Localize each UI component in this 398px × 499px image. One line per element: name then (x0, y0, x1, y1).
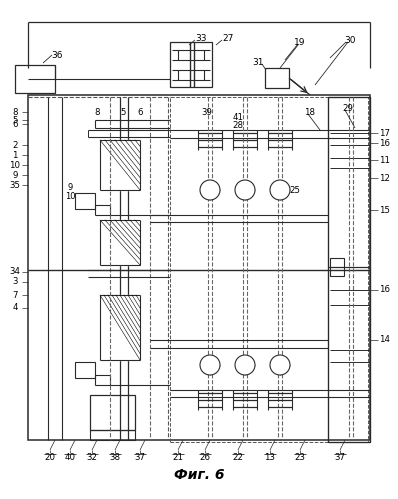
Bar (328, 97, 370, 442)
Text: 6: 6 (137, 107, 143, 116)
Text: 10: 10 (65, 192, 75, 201)
Bar (328, 267, 370, 442)
Text: 1: 1 (12, 151, 18, 160)
Text: 16: 16 (380, 285, 390, 294)
Text: 9: 9 (67, 183, 72, 192)
Text: 37: 37 (334, 454, 345, 463)
Bar (170, 42, 212, 87)
Text: 36: 36 (51, 50, 63, 59)
Text: 40: 40 (64, 454, 76, 463)
Text: 20: 20 (45, 454, 55, 463)
Text: 38: 38 (109, 454, 121, 463)
Text: 15: 15 (380, 206, 390, 215)
Text: 39: 39 (201, 107, 213, 116)
Text: 28: 28 (232, 120, 244, 130)
Text: 29: 29 (343, 103, 353, 112)
Bar (265, 68, 289, 88)
Text: 31: 31 (252, 57, 264, 66)
Text: 18: 18 (304, 107, 316, 116)
Text: 2: 2 (12, 141, 18, 150)
Text: Фиг. 6: Фиг. 6 (174, 468, 224, 482)
Text: 34: 34 (10, 267, 21, 276)
Bar (90, 430, 135, 440)
Text: 12: 12 (380, 174, 390, 183)
Text: 23: 23 (295, 454, 306, 463)
Circle shape (200, 355, 220, 375)
Text: 5: 5 (120, 107, 126, 116)
Text: 26: 26 (199, 454, 211, 463)
Circle shape (235, 355, 255, 375)
Bar (90, 395, 135, 430)
Bar (75, 193, 95, 209)
Text: 17: 17 (380, 129, 390, 138)
Bar (15, 65, 55, 93)
Circle shape (270, 355, 290, 375)
Text: 6: 6 (12, 119, 18, 129)
Text: 32: 32 (86, 454, 98, 463)
Polygon shape (100, 140, 140, 190)
Text: 25: 25 (289, 186, 300, 195)
Circle shape (270, 180, 290, 200)
Text: 5: 5 (12, 115, 18, 124)
Text: 21: 21 (172, 454, 183, 463)
Text: 4: 4 (12, 303, 18, 312)
Text: 14: 14 (380, 335, 390, 344)
Text: 8: 8 (12, 107, 18, 116)
Text: 9: 9 (12, 171, 18, 180)
Text: 8: 8 (94, 107, 100, 116)
Text: 27: 27 (222, 33, 234, 42)
Text: 11: 11 (380, 156, 390, 165)
Polygon shape (100, 220, 140, 265)
Bar (28, 95, 370, 440)
Circle shape (200, 180, 220, 200)
Bar (75, 362, 95, 378)
Text: 10: 10 (10, 161, 21, 170)
Text: 13: 13 (265, 454, 275, 463)
Polygon shape (100, 295, 140, 360)
Bar (330, 258, 344, 276)
Text: 19: 19 (294, 37, 306, 46)
Text: 7: 7 (12, 290, 18, 299)
Text: 30: 30 (344, 35, 356, 44)
Bar (328, 97, 370, 267)
Text: 41: 41 (232, 112, 244, 121)
Text: 33: 33 (195, 33, 207, 42)
Text: 37: 37 (135, 454, 146, 463)
Text: 35: 35 (10, 181, 21, 190)
Text: 22: 22 (232, 454, 244, 463)
Text: 16: 16 (380, 139, 390, 148)
Circle shape (235, 180, 255, 200)
Bar (170, 97, 368, 442)
Text: 3: 3 (12, 277, 18, 286)
